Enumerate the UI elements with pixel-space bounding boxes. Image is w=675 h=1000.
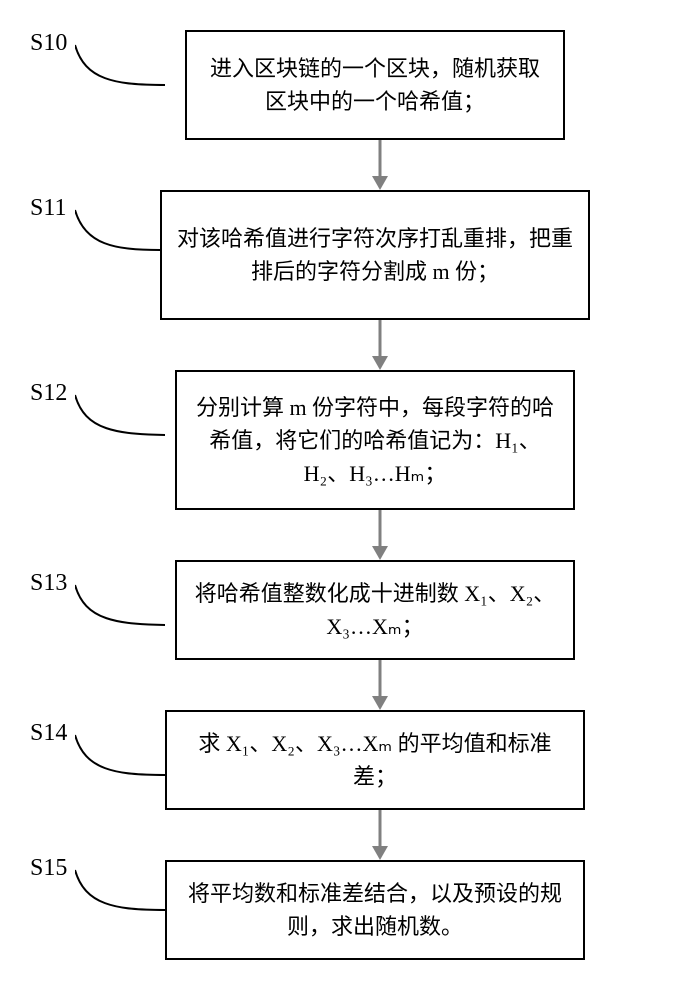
step-label-s14: S14 bbox=[30, 720, 67, 747]
step-text-s12: 分别计算 m 份字符中，每段字符的哈希值，将它们的哈希值记为：H₁、H₂、H₃…… bbox=[191, 391, 559, 490]
step-box-s11: 对该哈希值进行字符次序打乱重排，把重排后的字符分割成 m 份； bbox=[160, 190, 590, 320]
step-box-s14: 求 X₁、X₂、X₃…Xₘ 的平均值和标准差； bbox=[165, 710, 585, 810]
label-connector-s14 bbox=[75, 725, 165, 785]
step-text-s11: 对该哈希值进行字符次序打乱重排，把重排后的字符分割成 m 份； bbox=[176, 222, 574, 288]
arrow-s11-s12 bbox=[370, 320, 390, 370]
label-connector-s11 bbox=[75, 200, 165, 260]
step-label-s13: S13 bbox=[30, 570, 67, 597]
label-connector-s15 bbox=[75, 860, 165, 920]
step-box-s12: 分别计算 m 份字符中，每段字符的哈希值，将它们的哈希值记为：H₁、H₂、H₃…… bbox=[175, 370, 575, 510]
step-label-s11: S11 bbox=[30, 195, 66, 222]
label-connector-s12 bbox=[75, 385, 165, 445]
step-label-s10: S10 bbox=[30, 30, 67, 57]
arrow-s13-s14 bbox=[370, 660, 390, 710]
arrow-s12-s13 bbox=[370, 510, 390, 560]
step-text-s14: 求 X₁、X₂、X₃…Xₘ 的平均值和标准差； bbox=[181, 727, 569, 793]
step-text-s10: 进入区块链的一个区块，随机获取区块中的一个哈希值； bbox=[201, 52, 549, 118]
step-box-s13: 将哈希值整数化成十进制数 X₁、X₂、X₃…Xₘ； bbox=[175, 560, 575, 660]
arrow-s10-s11 bbox=[370, 140, 390, 190]
step-label-s15: S15 bbox=[30, 855, 67, 882]
label-connector-s10 bbox=[75, 35, 165, 95]
step-box-s10: 进入区块链的一个区块，随机获取区块中的一个哈希值； bbox=[185, 30, 565, 140]
label-connector-s13 bbox=[75, 575, 165, 635]
arrow-s14-s15 bbox=[370, 810, 390, 860]
step-label-s12: S12 bbox=[30, 380, 67, 407]
flowchart-canvas: S10 S11 S12 S13 S14 S15 进入区块链的一个区块，随机获取区… bbox=[0, 0, 675, 1000]
step-box-s15: 将平均数和标准差结合，以及预设的规则，求出随机数。 bbox=[165, 860, 585, 960]
step-text-s13: 将哈希值整数化成十进制数 X₁、X₂、X₃…Xₘ； bbox=[191, 577, 559, 643]
step-text-s15: 将平均数和标准差结合，以及预设的规则，求出随机数。 bbox=[181, 877, 569, 943]
